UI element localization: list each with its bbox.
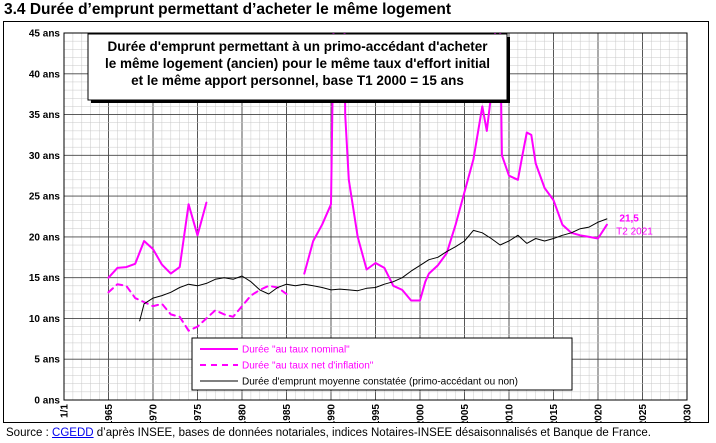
x-tick-label: 1/1 2000 xyxy=(416,404,427,422)
legend-label-0: Durée "au taux nominal" xyxy=(242,345,350,356)
annotation-1: T2 2021 xyxy=(616,226,653,237)
x-tick-label: 1/1 xyxy=(60,404,71,418)
x-tick-label: 1/1 2030 xyxy=(683,404,694,422)
y-tick-label: 5 ans xyxy=(34,355,60,366)
x-tick-label: 1/1 2015 xyxy=(549,404,560,422)
x-tick-label: 1/1 1990 xyxy=(327,404,338,422)
x-tick-label: 1/1 1995 xyxy=(371,404,382,422)
x-tick-label: 1/1 2005 xyxy=(460,404,471,422)
series-line-0 xyxy=(303,33,608,302)
chart-svg: 0 ans 5 ans 10 ans 15 ans 20 ans 25 ans 30 ans… xyxy=(29,29,694,423)
x-tick-label: 1/1 1985 xyxy=(282,404,293,422)
y-tick-label: 25 ans xyxy=(29,192,61,203)
source-text: d’après INSEE, bases de données notarial… xyxy=(93,427,651,439)
chart-frame: 0 ans 5 ans 10 ans 15 ans 20 ans 25 ans 30 ans… xyxy=(3,21,709,423)
legend-box xyxy=(191,337,573,391)
series-group xyxy=(107,33,608,332)
source-line: Source : CGEDD d’après INSEE, bases de d… xyxy=(6,427,651,439)
x-tick-label: 1/1 2020 xyxy=(594,404,605,422)
x-tick-label: 1/1 1965 xyxy=(104,404,115,422)
plot-border xyxy=(63,32,688,401)
x-tick-label: 1/1 2025 xyxy=(638,404,649,422)
chart-title-line: et le même apport personnel, base T1 200… xyxy=(131,73,464,88)
x-tick-label: 1/1 2010 xyxy=(505,404,516,422)
chart-title-line: Durée d'emprunt permettant à un primo-ac… xyxy=(108,39,489,54)
series-line-2 xyxy=(139,218,608,322)
y-tick-label: 45 ans xyxy=(29,29,61,40)
legend-label-1: Durée "au taux net d'inflation" xyxy=(242,361,374,372)
chart-title-line: le même logement (ancien) pour le même t… xyxy=(105,56,490,71)
annotation-0: 21,5 xyxy=(619,213,639,224)
series-line-1 xyxy=(107,283,288,332)
source-prefix: Source : xyxy=(6,427,53,439)
y-tick-label: 35 ans xyxy=(29,110,61,121)
y-tick-label: 40 ans xyxy=(29,69,61,80)
legend-label-2: Durée d'emprunt moyenne constatée (primo… xyxy=(242,377,518,388)
y-tick-label: 20 ans xyxy=(29,232,61,243)
x-tick-label: 1/1 1980 xyxy=(238,404,249,422)
y-tick-label: 30 ans xyxy=(29,151,61,162)
y-tick-label: 15 ans xyxy=(29,273,61,284)
y-tick-label: 0 ans xyxy=(34,396,60,407)
source-link[interactable]: CGEDD xyxy=(52,427,94,439)
series-line-0 xyxy=(107,201,208,279)
y-tick-label: 10 ans xyxy=(29,314,61,325)
x-tick-label: 1/1 1975 xyxy=(193,404,204,422)
page-title: 3.4 Durée d’emprunt permettant d’acheter… xyxy=(4,1,452,18)
x-tick-label: 1/1 1970 xyxy=(149,404,160,422)
chart-title-box xyxy=(87,33,508,101)
